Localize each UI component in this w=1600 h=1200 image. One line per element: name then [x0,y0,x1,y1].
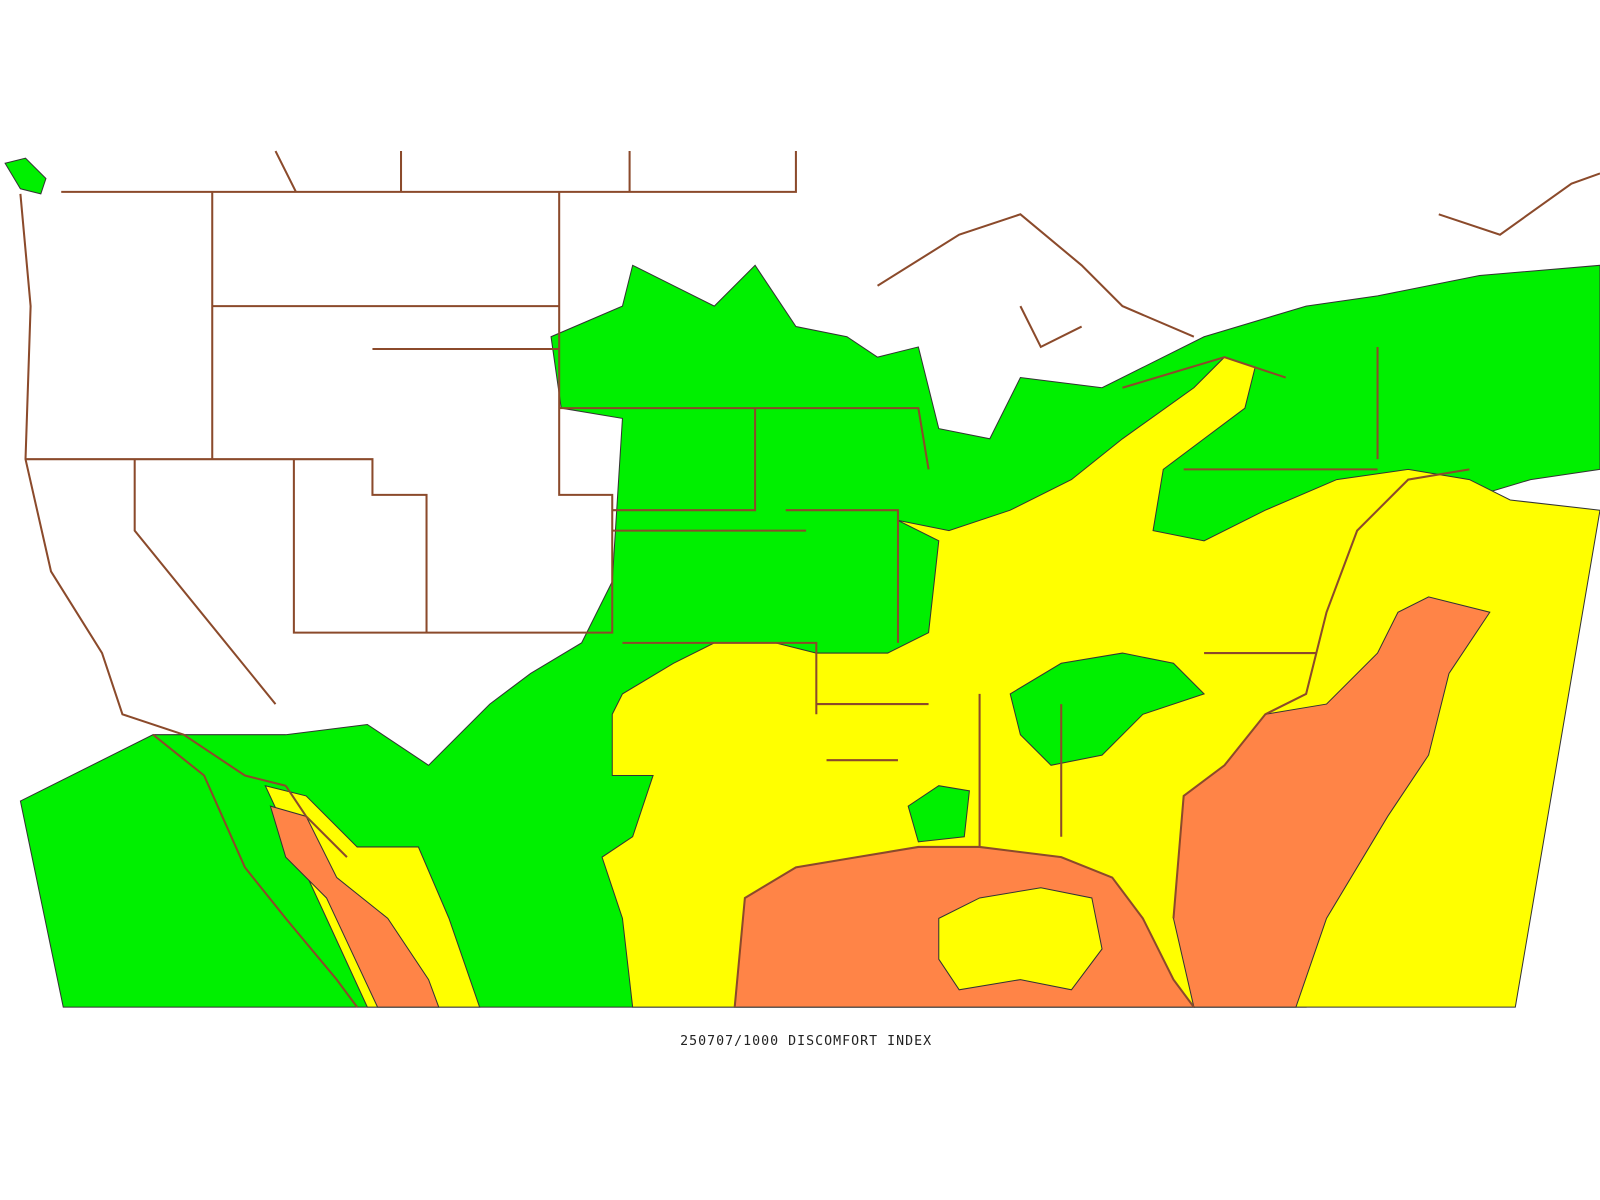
green-zone-nw [4,157,47,195]
great-lakes [877,172,1600,389]
boundaries [19,150,1600,1008]
orange-zone-mexico [269,805,440,1008]
mexico-coast [152,733,358,1008]
state-lines [25,191,1379,847]
map-caption: 250707/1000 DISCOMFORT INDEX [680,1034,932,1049]
green-patch-southeast [1009,652,1206,766]
orange-zone-atlantic [1172,596,1491,1008]
us-canada-border [61,150,797,193]
yellow-patch-gulf [938,887,1103,991]
gulf-coast [733,468,1470,1008]
green-patch-mississippi [907,785,970,843]
west-coast [19,193,286,787]
map-area [4,157,1600,1008]
